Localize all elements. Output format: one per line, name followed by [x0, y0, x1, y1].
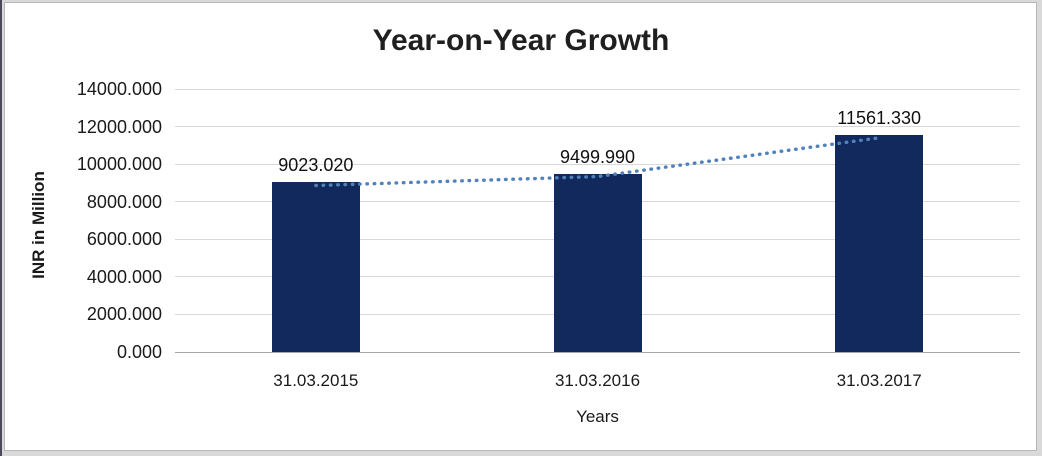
- gridline: [175, 126, 1020, 128]
- bar-31.03.2016: [553, 173, 642, 352]
- y-axis-title: INR in Million: [29, 171, 48, 279]
- x-tick-label: 31.03.2015: [273, 371, 359, 390]
- data-label: 11561.330: [837, 107, 922, 128]
- y-tick-label: 4000.000: [86, 266, 162, 287]
- x-axis-line: [175, 352, 1020, 353]
- chart-title: Year-on-Year Growth: [372, 24, 670, 57]
- y-tick-label: 0.000: [116, 342, 162, 362]
- y-tick-label: 2000.000: [86, 304, 162, 325]
- x-tick-label: 31.03.2016: [554, 371, 641, 390]
- x-axis-title: Years: [576, 407, 619, 426]
- y-tick-label: 10000.000: [76, 154, 162, 175]
- bar-31.03.2017: [835, 134, 924, 352]
- bar-31.03.2015: [271, 182, 360, 352]
- x-tick-label: 31.03.2017: [836, 371, 922, 390]
- y-tick-label: 14000.000: [76, 79, 162, 99]
- data-label: 9023.020: [278, 155, 354, 176]
- y-tick-label: 12000.000: [76, 116, 162, 137]
- y-tick-label: 8000.000: [86, 191, 162, 212]
- gridline: [175, 88, 1020, 90]
- window-left-edge: [0, 0, 2, 456]
- y-tick-label: 6000.000: [86, 229, 162, 250]
- data-label: 9499.990: [559, 146, 636, 167]
